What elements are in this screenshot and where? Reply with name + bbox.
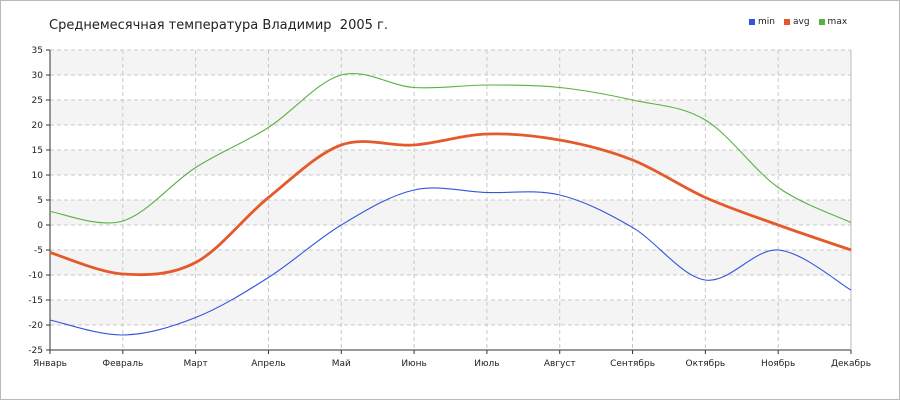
legend-label: avg bbox=[792, 17, 810, 27]
y-tick-label: -25 bbox=[28, 346, 43, 356]
y-tick-label: -10 bbox=[28, 271, 43, 281]
y-tick-label: 5 bbox=[37, 196, 43, 206]
y-tick-label: 15 bbox=[32, 146, 43, 156]
x-tick-label: Май bbox=[332, 359, 351, 369]
grid-band bbox=[50, 200, 851, 225]
x-tick-label: Январь bbox=[33, 359, 67, 369]
grid-band bbox=[50, 50, 851, 75]
x-tick-label: Декабрь bbox=[831, 359, 871, 369]
chart-title: Среднемесячная температура Владимир 2005… bbox=[49, 18, 388, 33]
series-line-min bbox=[49, 187, 852, 336]
legend-item-min: min bbox=[749, 17, 775, 27]
x-tick-label: Июль bbox=[474, 359, 499, 369]
y-tick-label: -20 bbox=[28, 321, 43, 331]
y-tick-label: 35 bbox=[32, 46, 43, 56]
x-tick-label: Август bbox=[544, 359, 576, 369]
legend: min avg max bbox=[749, 17, 847, 27]
y-tick-label: -5 bbox=[34, 246, 43, 256]
y-tick-label: 30 bbox=[32, 71, 44, 81]
series-line-max bbox=[49, 73, 852, 224]
legend-swatch bbox=[818, 19, 825, 25]
series-line-avg bbox=[49, 132, 852, 277]
grid-band bbox=[50, 300, 851, 325]
grid-band bbox=[50, 150, 851, 175]
y-tick-label: 25 bbox=[32, 96, 43, 106]
y-tick-label: 0 bbox=[37, 221, 43, 231]
grid-band bbox=[50, 100, 851, 125]
x-tick-label: Октябрь bbox=[685, 359, 725, 369]
y-tick-label: 10 bbox=[32, 171, 44, 181]
legend-label: min bbox=[758, 17, 775, 27]
x-tick-label: Февраль bbox=[102, 359, 143, 369]
legend-item-max: max bbox=[818, 17, 848, 27]
grid-band bbox=[50, 250, 851, 275]
y-tick-label: -15 bbox=[28, 296, 43, 306]
legend-swatch bbox=[783, 19, 790, 25]
x-tick-label: Июнь bbox=[401, 359, 427, 369]
x-tick-label: Апрель bbox=[251, 359, 285, 369]
legend-item-avg: avg bbox=[783, 17, 810, 27]
x-tick-label: Март bbox=[184, 359, 208, 369]
x-tick-label: Ноябрь bbox=[761, 359, 795, 369]
y-tick-label: 20 bbox=[32, 121, 44, 131]
legend-label: max bbox=[827, 17, 848, 27]
legend-swatch bbox=[749, 19, 755, 25]
x-tick-label: Сентябрь bbox=[610, 359, 655, 369]
